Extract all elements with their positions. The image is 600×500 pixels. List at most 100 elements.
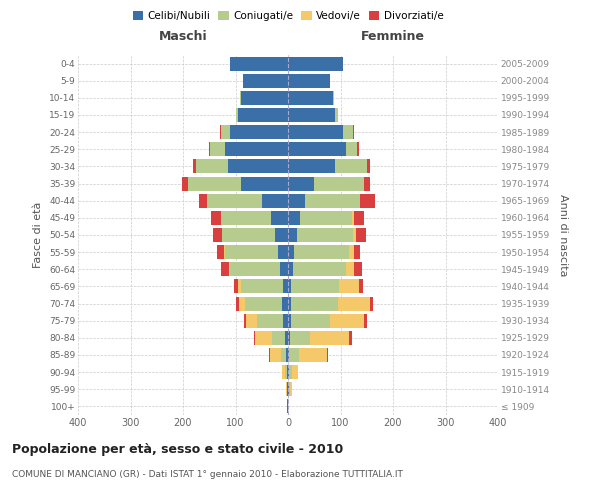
Bar xyxy=(353,211,364,225)
Bar xyxy=(235,280,238,293)
Bar xyxy=(364,176,370,190)
Bar xyxy=(290,382,292,396)
Bar xyxy=(288,74,330,88)
Bar xyxy=(288,176,314,190)
Bar xyxy=(241,280,283,293)
Bar xyxy=(288,262,293,276)
Bar xyxy=(221,125,230,139)
Bar xyxy=(254,331,256,345)
Bar xyxy=(343,125,353,139)
Bar xyxy=(288,56,343,70)
Text: Popolazione per età, sesso e stato civile - 2010: Popolazione per età, sesso e stato civil… xyxy=(12,442,343,456)
Bar xyxy=(288,160,335,173)
Bar xyxy=(241,176,288,190)
Bar xyxy=(346,142,358,156)
Bar xyxy=(262,194,288,207)
Bar xyxy=(354,262,362,276)
Bar xyxy=(346,262,354,276)
Bar xyxy=(292,365,298,379)
Y-axis label: Fasce di età: Fasce di età xyxy=(34,202,43,268)
Bar xyxy=(188,176,241,190)
Bar xyxy=(196,160,227,173)
Bar xyxy=(286,331,288,345)
Bar xyxy=(230,125,288,139)
Bar xyxy=(352,211,353,225)
Bar xyxy=(291,280,340,293)
Bar xyxy=(353,125,354,139)
Bar xyxy=(335,160,367,173)
Bar xyxy=(353,228,356,242)
Bar xyxy=(277,245,288,259)
Bar xyxy=(282,365,286,379)
Bar xyxy=(290,331,310,345)
Bar xyxy=(282,296,288,310)
Bar xyxy=(225,245,277,259)
Bar xyxy=(240,91,241,105)
Bar xyxy=(288,245,295,259)
Bar xyxy=(199,194,206,207)
Bar xyxy=(182,176,188,190)
Bar xyxy=(271,211,288,225)
Bar xyxy=(349,331,352,345)
Bar xyxy=(349,245,354,259)
Bar xyxy=(193,160,196,173)
Bar xyxy=(310,331,349,345)
Bar xyxy=(367,160,370,173)
Bar xyxy=(338,296,370,310)
Bar xyxy=(211,211,221,225)
Bar xyxy=(281,348,286,362)
Bar xyxy=(245,296,282,310)
Bar xyxy=(244,314,246,328)
Bar xyxy=(230,56,288,70)
Bar xyxy=(221,262,229,276)
Bar xyxy=(256,331,272,345)
Bar xyxy=(288,125,343,139)
Bar xyxy=(314,176,364,190)
Bar xyxy=(214,228,222,242)
Bar xyxy=(238,108,288,122)
Bar xyxy=(257,314,283,328)
Bar xyxy=(235,108,238,122)
Bar xyxy=(288,108,335,122)
Bar xyxy=(239,296,245,310)
Bar xyxy=(288,142,346,156)
Bar xyxy=(299,211,352,225)
Bar xyxy=(225,142,288,156)
Bar xyxy=(298,228,353,242)
Bar xyxy=(332,91,334,105)
Bar xyxy=(272,331,286,345)
Bar xyxy=(291,296,338,310)
Bar xyxy=(364,314,367,328)
Bar xyxy=(356,228,366,242)
Text: Maschi: Maschi xyxy=(158,30,208,43)
Bar xyxy=(340,280,359,293)
Bar xyxy=(223,228,275,242)
Text: Femmine: Femmine xyxy=(361,30,425,43)
Bar xyxy=(359,280,362,293)
Bar xyxy=(288,280,291,293)
Bar xyxy=(224,245,225,259)
Bar xyxy=(230,262,280,276)
Bar xyxy=(295,245,349,259)
Bar xyxy=(288,348,289,362)
Bar xyxy=(299,348,328,362)
Bar xyxy=(209,142,210,156)
Bar xyxy=(275,228,288,242)
Bar xyxy=(220,125,221,139)
Bar xyxy=(289,348,299,362)
Bar xyxy=(206,194,262,207)
Y-axis label: Anni di nascita: Anni di nascita xyxy=(559,194,568,276)
Bar xyxy=(283,280,288,293)
Bar xyxy=(288,331,290,345)
Bar xyxy=(211,142,225,156)
Bar xyxy=(235,296,239,310)
Bar xyxy=(330,314,364,328)
Bar xyxy=(246,314,257,328)
Text: COMUNE DI MANCIANO (GR) - Dati ISTAT 1° gennaio 2010 - Elaborazione TUTTITALIA.I: COMUNE DI MANCIANO (GR) - Dati ISTAT 1° … xyxy=(12,470,403,479)
Bar xyxy=(288,228,298,242)
Bar xyxy=(229,262,230,276)
Bar xyxy=(280,262,288,276)
Bar xyxy=(286,348,288,362)
Legend: Celibi/Nubili, Coniugati/e, Vedovi/e, Divorziati/e: Celibi/Nubili, Coniugati/e, Vedovi/e, Di… xyxy=(130,8,446,24)
Bar xyxy=(217,245,224,259)
